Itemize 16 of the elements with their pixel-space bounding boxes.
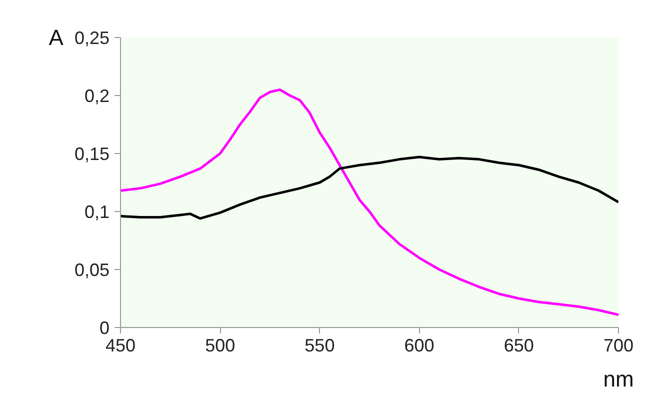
y-tick-label: 0,25 bbox=[74, 28, 110, 48]
x-tick-label: 700 bbox=[603, 336, 634, 356]
x-tick-label: 550 bbox=[304, 336, 335, 356]
x-tick-label: 600 bbox=[404, 336, 434, 356]
y-tick-label: 0 bbox=[99, 318, 110, 338]
y-tick-label: 0,15 bbox=[74, 144, 110, 164]
y-axis-title: A bbox=[48, 25, 64, 50]
x-tick-label: 650 bbox=[504, 336, 534, 356]
x-tick-label: 500 bbox=[205, 336, 236, 356]
y-tick-label: 0,2 bbox=[84, 86, 110, 106]
y-tick-label: 0,05 bbox=[74, 260, 110, 280]
y-tick-label: 0,1 bbox=[84, 202, 110, 222]
x-axis-title: nm bbox=[603, 366, 634, 392]
line-series bbox=[120, 88, 618, 316]
x-tick-label: 450 bbox=[105, 336, 136, 356]
line-series bbox=[120, 156, 618, 220]
